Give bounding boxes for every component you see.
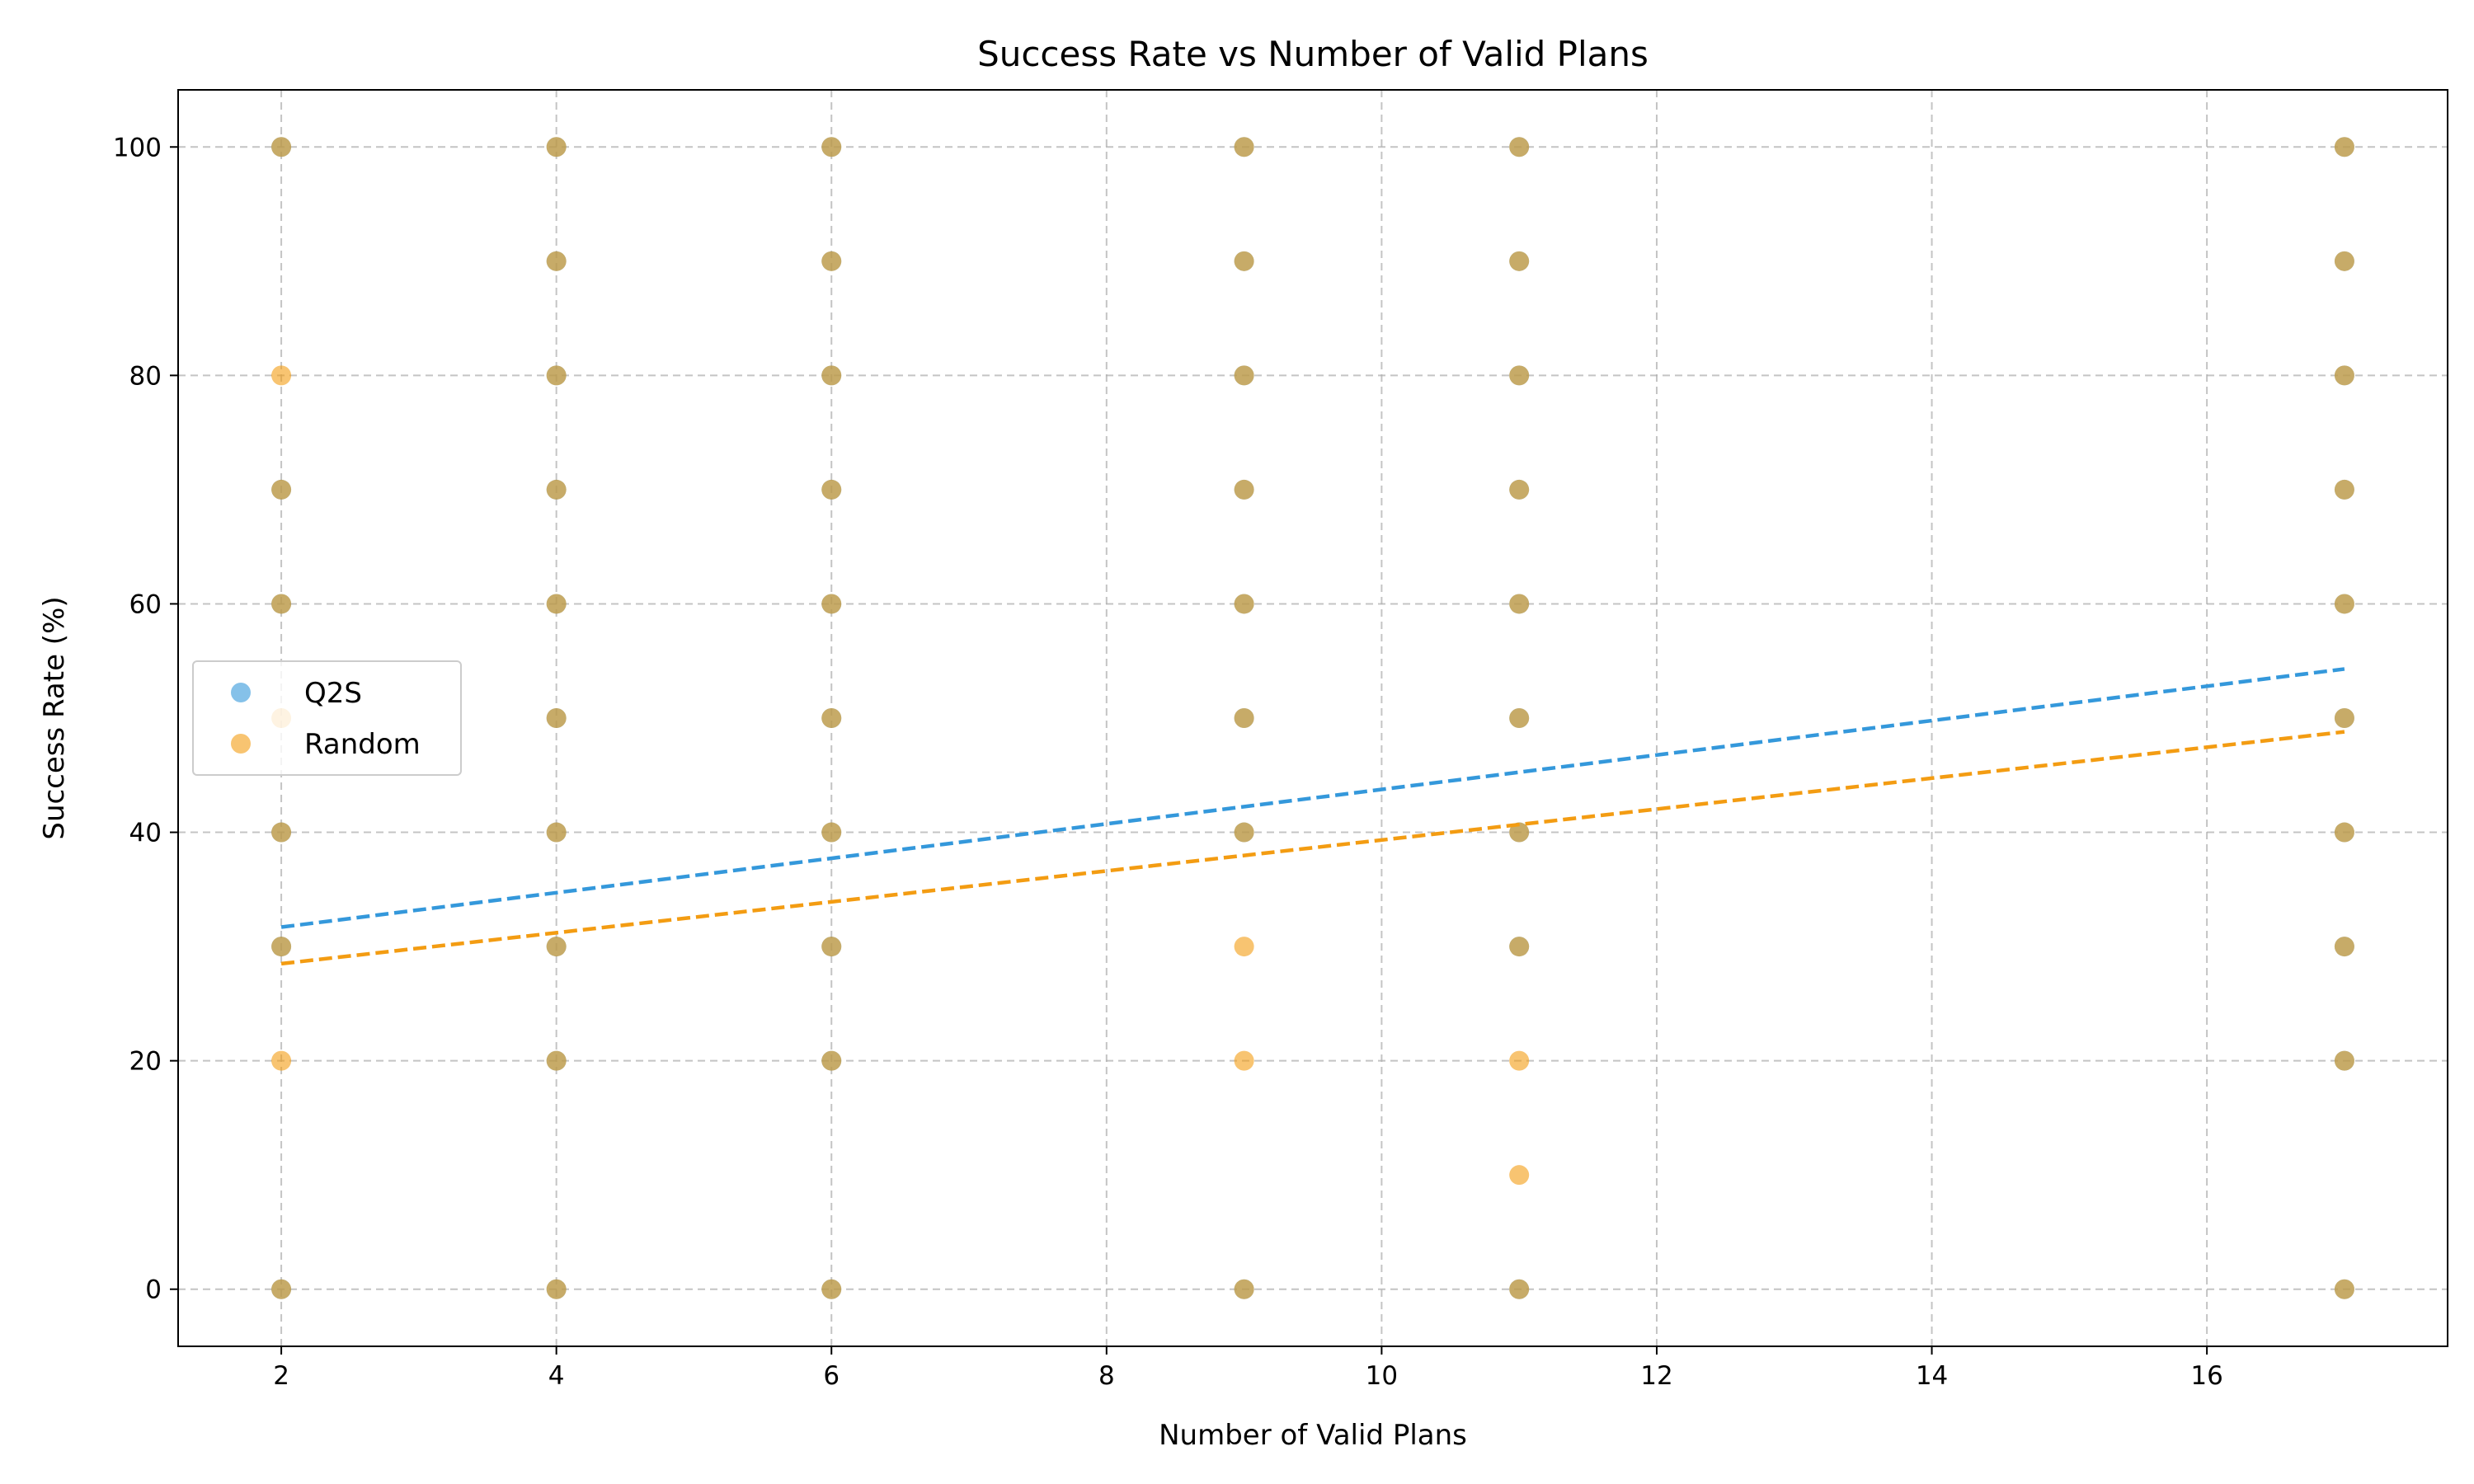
data-point [2334, 479, 2354, 500]
data-point [1509, 1050, 1530, 1071]
y-tick-label: 0 [145, 1275, 162, 1305]
data-point [1509, 1279, 1530, 1299]
data-point [1509, 822, 1530, 843]
data-point [271, 937, 292, 957]
x-tick-label: 2 [273, 1361, 289, 1391]
data-point [546, 822, 567, 843]
data-point [1234, 937, 1254, 957]
legend-marker-random [231, 734, 251, 754]
trendlines [280, 667, 2345, 966]
data-point [821, 1279, 842, 1299]
data-point [821, 479, 842, 500]
data-point [821, 937, 842, 957]
data-point [1234, 1279, 1254, 1299]
plot-area-frame [177, 89, 2448, 1347]
legend: Q2S Random [192, 660, 462, 776]
data-point [1509, 708, 1530, 728]
data-point [821, 251, 842, 271]
trendline-random [280, 730, 2345, 966]
data-point [546, 251, 567, 271]
data-point [2334, 251, 2354, 271]
y-tick-label: 20 [129, 1047, 162, 1077]
data-point [2334, 1050, 2354, 1071]
data-point [546, 1279, 567, 1299]
x-tick-label: 10 [1366, 1361, 1398, 1391]
data-point [2334, 822, 2354, 843]
data-point [1234, 479, 1254, 500]
legend-marker-q2s [231, 683, 251, 702]
data-point [271, 594, 292, 614]
data-point [1234, 822, 1254, 843]
data-point [546, 365, 567, 386]
data-point [546, 1050, 567, 1071]
legend-label-random: Random [304, 728, 421, 761]
data-point [1234, 594, 1254, 614]
y-tick-label: 40 [129, 819, 162, 848]
data-point [1234, 251, 1254, 271]
x-tick-label: 16 [2190, 1361, 2222, 1391]
data-point [1234, 137, 1254, 157]
data-point [821, 594, 842, 614]
legend-label-q2s: Q2S [304, 677, 362, 710]
trendline-q2s [280, 667, 2345, 929]
data-point [2334, 1279, 2354, 1299]
data-point [2334, 137, 2354, 157]
y-tick-label: 60 [129, 589, 162, 619]
data-point [271, 1279, 292, 1299]
y-tick-label: 80 [129, 361, 162, 391]
data-point [546, 708, 567, 728]
data-point [1509, 594, 1530, 614]
data-point [546, 137, 567, 157]
data-point [271, 137, 292, 157]
axis-ticks: 2 4 6 8 10 12 14 16 0 20 40 60 80 100 [113, 133, 2223, 1391]
data-point [1509, 1165, 1530, 1186]
data-point [821, 365, 842, 386]
data-point [2334, 594, 2354, 614]
data-point [1509, 937, 1530, 957]
x-tick-label: 4 [548, 1361, 565, 1391]
chart-title: Success Rate vs Number of Valid Plans [977, 34, 1649, 74]
data-point [2334, 365, 2354, 386]
data-point [1234, 1050, 1254, 1071]
data-point [1509, 251, 1530, 271]
y-axis-label: Success Rate (%) [38, 596, 71, 839]
data-point [821, 708, 842, 728]
x-tick-label: 14 [1916, 1361, 1948, 1391]
data-point [271, 822, 292, 843]
data-point [546, 937, 567, 957]
data-point [271, 1050, 292, 1071]
data-point [1234, 365, 1254, 386]
data-point [1509, 365, 1530, 386]
data-point [1234, 708, 1254, 728]
data-point [1509, 479, 1530, 500]
data-points [271, 137, 2354, 1299]
data-point [546, 594, 567, 614]
x-axis-label: Number of Valid Plans [1159, 1419, 1467, 1452]
x-tick-label: 12 [1640, 1361, 1672, 1391]
data-point [821, 822, 842, 843]
data-point [271, 365, 292, 386]
series-random-points [271, 137, 2354, 1299]
x-tick-label: 8 [1098, 1361, 1115, 1391]
data-point [821, 1050, 842, 1071]
data-point [821, 137, 842, 157]
data-point [271, 479, 292, 500]
data-point [1509, 137, 1530, 157]
data-point [546, 479, 567, 500]
data-point [2334, 708, 2354, 728]
y-tick-label: 100 [113, 133, 162, 162]
data-point [2334, 937, 2354, 957]
legend-box [192, 660, 462, 776]
x-tick-label: 6 [823, 1361, 840, 1391]
